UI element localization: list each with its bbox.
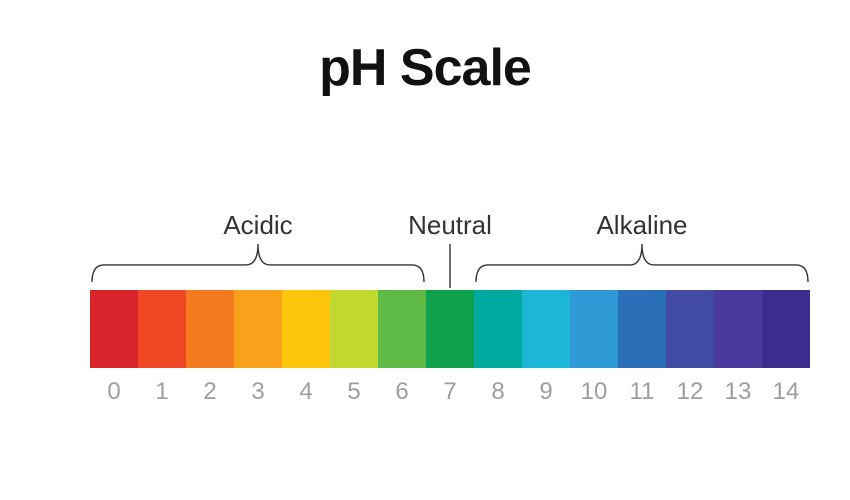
ph-number-8: 8 xyxy=(474,378,522,406)
ph-number-1: 1 xyxy=(138,378,186,406)
ph-number-10: 10 xyxy=(570,378,618,406)
ph-number-3: 3 xyxy=(234,378,282,406)
ph-numbers-row: 01234567891011121314 xyxy=(90,378,810,406)
ph-segment-1 xyxy=(138,290,186,368)
ph-segment-13 xyxy=(714,290,762,368)
ph-segment-10 xyxy=(570,290,618,368)
region-brackets xyxy=(0,242,850,290)
ph-segment-12 xyxy=(666,290,714,368)
ph-number-6: 6 xyxy=(378,378,426,406)
ph-number-11: 11 xyxy=(618,378,666,406)
ph-number-0: 0 xyxy=(90,378,138,406)
ph-number-14: 14 xyxy=(762,378,810,406)
ph-segment-2 xyxy=(186,290,234,368)
ph-number-13: 13 xyxy=(714,378,762,406)
ph-segment-6 xyxy=(378,290,426,368)
ph-number-7: 7 xyxy=(426,378,474,406)
ph-segment-7 xyxy=(426,290,474,368)
ph-number-5: 5 xyxy=(330,378,378,406)
ph-color-bar xyxy=(90,290,810,368)
ph-segment-3 xyxy=(234,290,282,368)
ph-segment-9 xyxy=(522,290,570,368)
ph-segment-4 xyxy=(282,290,330,368)
ph-segment-5 xyxy=(330,290,378,368)
ph-segment-14 xyxy=(762,290,810,368)
chart-title: pH Scale xyxy=(0,38,850,98)
ph-number-12: 12 xyxy=(666,378,714,406)
ph-segment-0 xyxy=(90,290,138,368)
ph-number-2: 2 xyxy=(186,378,234,406)
label-neutral: Neutral xyxy=(408,210,492,241)
label-alkaline: Alkaline xyxy=(596,210,687,241)
label-acidic: Acidic xyxy=(223,210,292,241)
ph-segment-11 xyxy=(618,290,666,368)
ph-segment-8 xyxy=(474,290,522,368)
ph-number-9: 9 xyxy=(522,378,570,406)
ph-number-4: 4 xyxy=(282,378,330,406)
ph-scale-figure: { "title": { "text": "pH Scale", "fontsi… xyxy=(0,0,850,500)
